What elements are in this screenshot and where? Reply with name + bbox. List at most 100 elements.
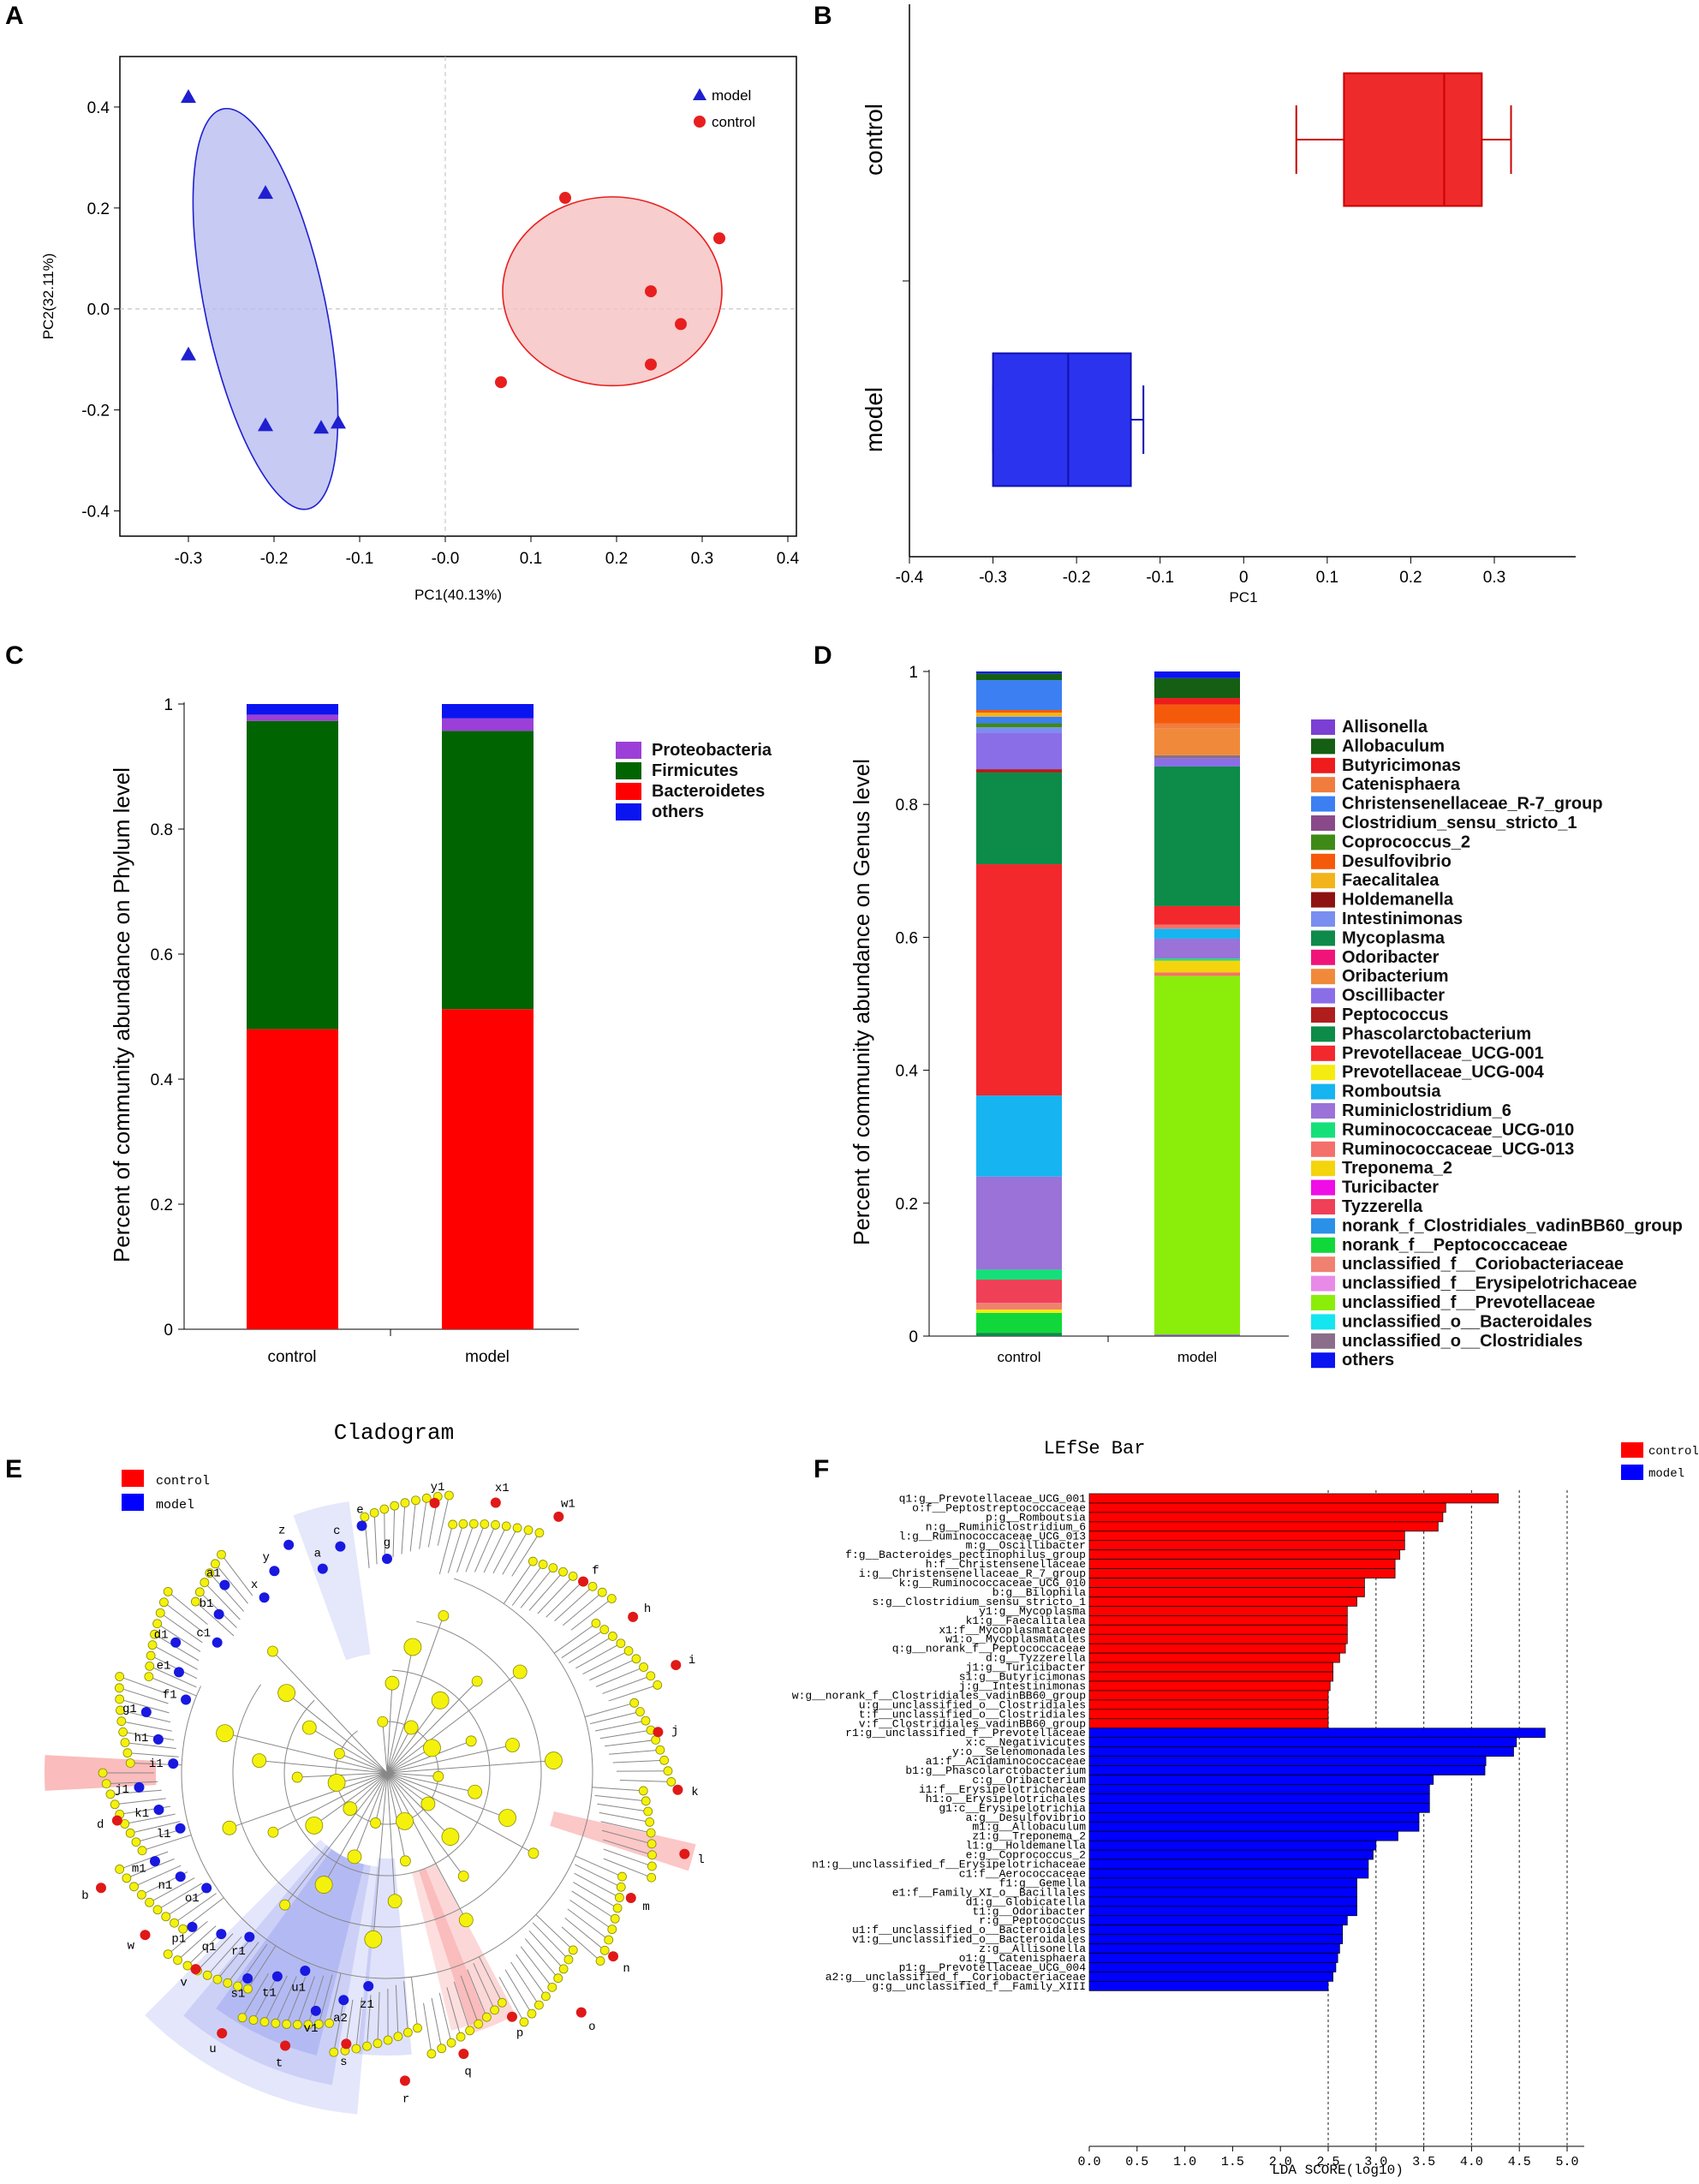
leaf-node xyxy=(606,1594,617,1603)
clade-node-control-u xyxy=(217,2028,228,2039)
bar-control-Prevotellaceae_UCG-004 xyxy=(976,1309,1062,1313)
legend-label-Oribacterium: Oribacterium xyxy=(1342,967,1448,986)
clade-node-model-l1 xyxy=(175,1823,186,1834)
branch xyxy=(503,1560,534,1604)
leaf-node xyxy=(115,1694,125,1704)
clade-label-control-q: q xyxy=(464,2065,471,2079)
feature-label: s1:g__Butyricimonas xyxy=(959,1671,1086,1684)
clade-node-model-a2 xyxy=(338,1995,349,2006)
feature-label: j1:g__Turicibacter xyxy=(966,1662,1086,1674)
feature-label: i:g__Christensenellaceae_R_7_group xyxy=(859,1567,1086,1580)
clade-node-control-x1 xyxy=(490,1497,501,1508)
branch xyxy=(465,1524,486,1572)
leaf-node xyxy=(393,2032,403,2042)
branch-spoke xyxy=(386,1772,406,1861)
branch xyxy=(594,1794,647,1802)
legend-swatch-Ruminococcaceae_UCG-010 xyxy=(1311,1122,1335,1138)
y-tick-label: 0.8 xyxy=(896,797,918,815)
branch xyxy=(520,1567,554,1608)
branch xyxy=(127,1752,179,1757)
branch xyxy=(590,1711,641,1725)
feature-label: n1:g__unclassified_f__Erysipelotrichacea… xyxy=(812,1859,1086,1871)
leaf-node xyxy=(105,1789,116,1799)
y-tick-label: 0 xyxy=(164,1322,173,1340)
leaf-node xyxy=(163,1949,173,1960)
branch xyxy=(130,1821,181,1834)
branch-spoke xyxy=(386,1772,429,1805)
leaf-node xyxy=(248,2015,259,2025)
cladogram-labels: y1 x1 w1 f h i j k l m n o p q r s t u v w b d z1 a2 v1 u1 t1 s1 r1 q… xyxy=(81,1481,705,2106)
leaf-node xyxy=(421,1493,432,1503)
inner-node xyxy=(387,1894,402,1909)
leaf-node xyxy=(313,2019,324,2029)
branch xyxy=(195,1601,235,1637)
inner-node xyxy=(403,1638,422,1656)
leaf-node xyxy=(617,1871,627,1882)
x-tick-label: -0.4 xyxy=(896,569,924,587)
clade-highlight-control-b xyxy=(412,1868,487,2031)
phylum-y-ticks: 0 0.2 0.4 0.6 0.8 1 xyxy=(151,696,184,1340)
leaf-node xyxy=(178,1924,188,1934)
cladogram-legend-control: control xyxy=(156,1474,210,1489)
branch xyxy=(447,1524,464,1573)
x-tick-label: -0.0 xyxy=(432,550,460,568)
bar-control-Desulfovibrio xyxy=(976,710,1062,713)
leaf-node xyxy=(110,1799,120,1810)
branch xyxy=(167,1920,208,1955)
leaf-node xyxy=(604,1935,614,1945)
feature-label: k:g__Ruminococcaceae_UCG_010 xyxy=(899,1577,1086,1590)
branch-spoke xyxy=(309,1727,388,1774)
clade-node-model-e1 xyxy=(173,1667,184,1678)
branch-spoke xyxy=(386,1772,508,1818)
leaf-node xyxy=(205,1568,215,1578)
bar-control-Intestinimonas xyxy=(976,727,1062,733)
clade-node-control-b xyxy=(95,1883,106,1894)
bar-model xyxy=(1088,1934,1344,1944)
bar-control xyxy=(1088,1493,1499,1504)
branch xyxy=(608,1684,658,1702)
y-tick-label: 1 xyxy=(164,696,173,714)
leaf-node xyxy=(125,1758,135,1768)
leaf-node xyxy=(145,1661,155,1671)
bar-control xyxy=(1088,1587,1365,1597)
branch xyxy=(377,1991,380,2044)
legend-label-Turicibacter: Turicibacter xyxy=(1342,1179,1439,1197)
branch xyxy=(473,1963,496,2011)
feature-label: o1:g__Catenisphaera xyxy=(959,1952,1086,1965)
clade-label-control-d: d xyxy=(97,1818,104,1832)
branch xyxy=(599,1729,652,1739)
pca-x-axis-label: PC1(40.13%) xyxy=(414,587,502,603)
bar-control xyxy=(1088,1662,1333,1673)
branch xyxy=(584,1702,635,1718)
clade-node-control-k xyxy=(672,1784,683,1795)
branch xyxy=(575,1643,622,1669)
branch-spoke xyxy=(286,1692,388,1774)
x-tick-label: 4.0 xyxy=(1460,2155,1483,2169)
branch xyxy=(174,1893,217,1924)
bar-model xyxy=(1088,1972,1333,1982)
inner-node xyxy=(432,1770,444,1782)
branch xyxy=(119,1698,170,1714)
legend-label-unclassified_f__Coriobacteriaceae: unclassified_f__Coriobacteriaceae xyxy=(1342,1255,1624,1274)
feature-label: w1:o__Mycoplasmatales xyxy=(945,1633,1086,1646)
x-tick-label: 0.0 xyxy=(1077,2155,1100,2169)
clade-node-model-v1 xyxy=(310,2005,321,2016)
branch xyxy=(419,1498,427,1549)
leaf-node xyxy=(558,1566,568,1577)
inner-node xyxy=(314,1876,333,1894)
branch xyxy=(492,1527,518,1574)
branch-spoke xyxy=(386,1745,513,1774)
feature-label: d:g__Tyzzerella xyxy=(986,1652,1086,1665)
leaf-node xyxy=(182,1960,193,1971)
leaf-node xyxy=(233,1981,243,1991)
legend-swatch-model xyxy=(1621,1465,1643,1480)
leaf-node xyxy=(641,1716,651,1726)
feature-label: t:f__unclassified_o__Clostridiales xyxy=(859,1708,1086,1721)
legend-label-others: others xyxy=(1342,1351,1394,1369)
legend-swatch-unclassified_o__Clostridiales xyxy=(1311,1333,1335,1349)
pca-plot-frame xyxy=(119,56,797,537)
leaf-node xyxy=(547,1982,557,1992)
legend-label-Holdemanella: Holdemanella xyxy=(1342,891,1454,910)
clade-highlight-model-b xyxy=(183,1845,371,2086)
branch xyxy=(159,1612,203,1644)
